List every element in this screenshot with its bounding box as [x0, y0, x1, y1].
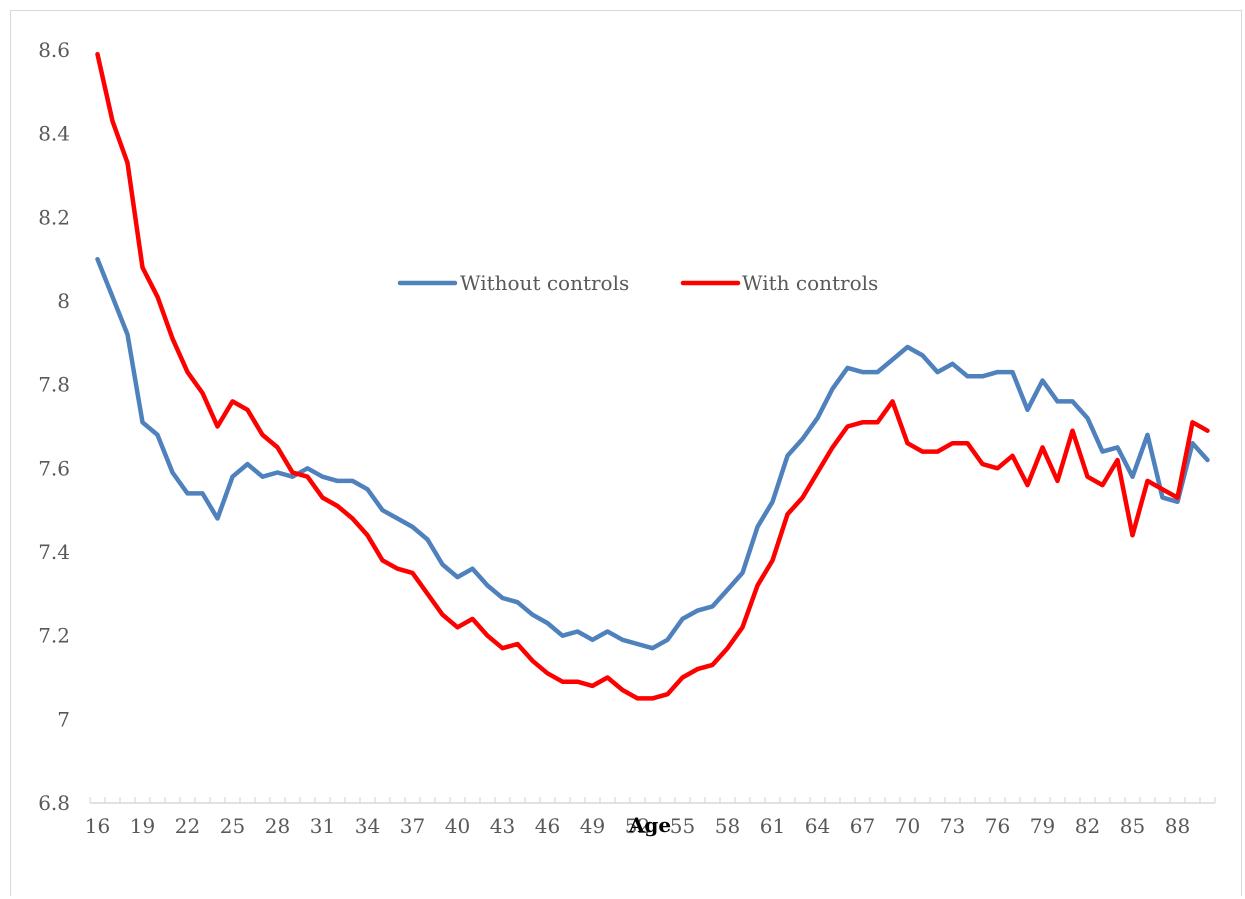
y-tick-label: 7.4: [38, 540, 70, 564]
legend-label: With controls: [742, 271, 878, 295]
x-tick-label: 64: [805, 814, 830, 838]
y-tick-label: 7.8: [38, 373, 70, 397]
x-tick-label: 55: [670, 814, 695, 838]
x-tick-label: 37: [400, 814, 425, 838]
x-tick-label: 73: [940, 814, 965, 838]
x-tick-label: 58: [715, 814, 740, 838]
x-tick-label: 85: [1120, 814, 1145, 838]
x-tick-label: 70: [895, 814, 920, 838]
y-tick-label: 6.8: [38, 791, 70, 815]
y-tick-label: 8.6: [38, 38, 70, 62]
y-axis-tick-labels: 6.8 7 7.2 7.4 7.6 7.8 8 8.2 8.4 8.6: [38, 38, 70, 815]
x-tick-label: 40: [445, 814, 470, 838]
y-tick-label: 7.2: [38, 624, 70, 648]
series-line-with-controls: [95, 51, 1210, 701]
x-tick-label: 22: [175, 814, 200, 838]
x-tick-label: 82: [1075, 814, 1100, 838]
x-axis-tick-labels: 16 19 22 25 28 31 34 37 40 43 46 49 52 55 58 61 64 67 70 73…: [85, 814, 1190, 838]
x-tick-label: 76: [985, 814, 1010, 838]
y-tick-label: 8.2: [38, 205, 70, 229]
x-tick-label: 28: [265, 814, 290, 838]
legend: Without controls With controls: [397, 271, 878, 295]
y-tick-label: 7.6: [38, 456, 70, 480]
x-tick-label: 88: [1165, 814, 1190, 838]
y-tick-label: 8.4: [38, 122, 70, 146]
x-tick-label: 31: [310, 814, 335, 838]
x-tick-label: 34: [355, 814, 380, 838]
x-axis-title: Age: [628, 813, 671, 837]
y-tick-label: 7: [57, 707, 70, 731]
x-tick-label: 43: [490, 814, 515, 838]
x-tick-label: 46: [535, 814, 560, 838]
x-tick-label: 25: [220, 814, 245, 838]
series-line-without-controls: [95, 256, 1210, 651]
series-lines: [95, 51, 1210, 701]
y-tick-label: 8: [57, 289, 70, 313]
legend-label: Without controls: [460, 271, 629, 295]
x-tick-label: 52: [625, 814, 650, 838]
chart-frame: [10, 10, 1242, 896]
x-axis: [89, 797, 1216, 804]
x-tick-label: 61: [760, 814, 785, 838]
x-tick-label: 79: [1030, 814, 1055, 838]
x-tick-label: 49: [580, 814, 605, 838]
x-tick-label: 67: [850, 814, 875, 838]
x-tick-label: 19: [130, 814, 155, 838]
x-tick-label: 16: [85, 814, 110, 838]
